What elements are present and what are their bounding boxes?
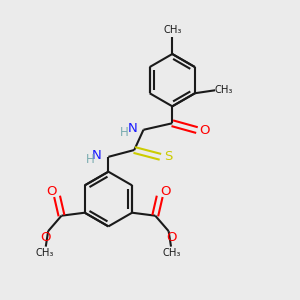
Text: O: O: [167, 231, 177, 244]
Text: CH₃: CH₃: [36, 248, 54, 258]
Text: O: O: [46, 184, 56, 197]
Text: O: O: [160, 184, 171, 197]
Text: H: H: [120, 126, 129, 139]
Text: N: N: [92, 149, 102, 162]
Text: H: H: [85, 153, 94, 166]
Text: O: O: [40, 231, 50, 244]
Text: S: S: [164, 150, 172, 163]
Text: O: O: [199, 124, 209, 136]
Text: N: N: [127, 122, 137, 135]
Text: CH₃: CH₃: [163, 25, 182, 34]
Text: CH₃: CH₃: [215, 85, 233, 95]
Text: CH₃: CH₃: [162, 248, 181, 258]
